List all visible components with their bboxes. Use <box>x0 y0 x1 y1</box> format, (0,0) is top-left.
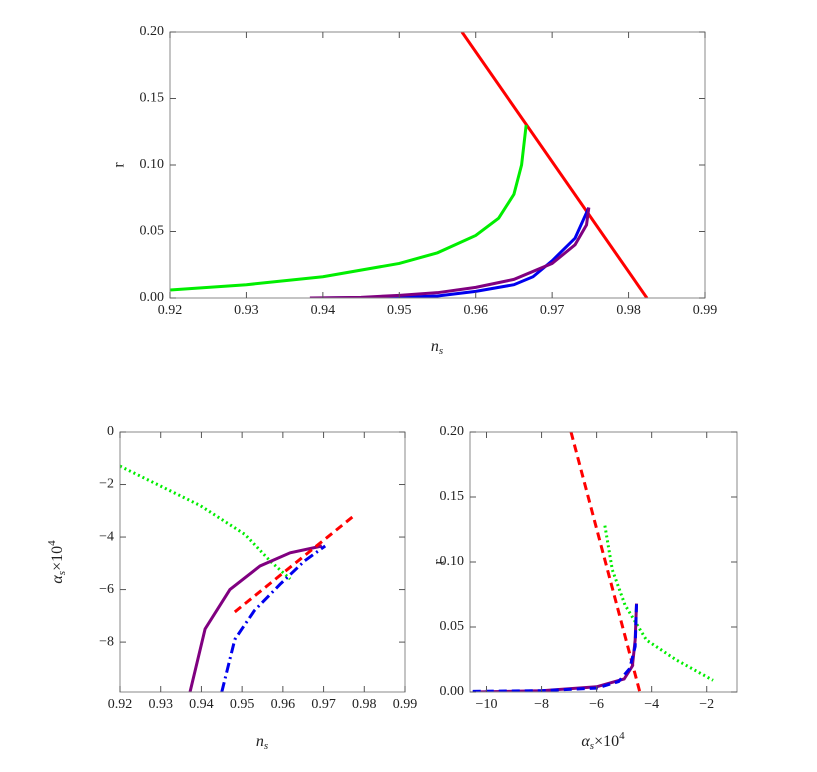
x-axis-label: ns <box>431 338 443 357</box>
x-axis-label: αs×104 <box>581 730 625 752</box>
x-tick-label: 0.99 <box>393 697 418 712</box>
y-tick-label: 0.05 <box>440 619 465 634</box>
y-axis-label: αs×104 <box>46 540 68 584</box>
x-tick-label: 0.92 <box>108 697 133 712</box>
x-tick-label: −10 <box>476 697 498 712</box>
series-line <box>569 432 642 692</box>
y-axis-label-rest: ×10 <box>49 546 66 571</box>
y-tick-label: 0.20 <box>440 424 465 439</box>
x-axis-label-subscript: s <box>439 345 443 357</box>
y-tick-label: −8 <box>99 634 114 649</box>
frame <box>169 31 706 299</box>
y-axis-label: r <box>111 162 128 168</box>
x-tick-label: 0.92 <box>158 303 183 318</box>
y-axis-label-superscript: 4 <box>46 540 58 546</box>
x-tick-label: 0.93 <box>234 303 259 318</box>
y-axis-label-text: α <box>49 575 66 584</box>
series-line <box>188 544 323 692</box>
x-axis-label-rest: ×10 <box>594 733 619 750</box>
x-tick-label: −6 <box>589 697 604 712</box>
x-tick-label: 0.95 <box>230 697 255 712</box>
y-tick-label: −2 <box>99 477 114 492</box>
series-line <box>603 525 714 682</box>
frame <box>119 431 406 693</box>
x-axis-label-superscript: 4 <box>619 730 625 742</box>
x-tick-label: 0.99 <box>693 303 718 318</box>
x-axis-label-text: n <box>256 733 264 750</box>
x-axis-label-text: α <box>581 733 590 750</box>
x-tick-label: −2 <box>699 697 714 712</box>
y-tick-label: 0 <box>107 424 114 439</box>
x-axis-label-subscript: s <box>590 740 594 752</box>
y-tick-label: 0.00 <box>440 684 465 699</box>
series-line <box>472 603 639 692</box>
x-tick-label: −8 <box>534 697 549 712</box>
y-tick-label: 0.10 <box>440 554 465 569</box>
y-axis-label: r <box>431 559 448 565</box>
x-tick-label: 0.94 <box>311 303 336 318</box>
y-tick-label: 0.20 <box>140 24 165 39</box>
series-line <box>233 513 356 614</box>
x-tick-label: 0.94 <box>189 697 214 712</box>
x-tick-label: 0.95 <box>387 303 412 318</box>
frame <box>469 431 738 693</box>
x-tick-label: 0.96 <box>271 697 296 712</box>
series-line <box>309 207 591 298</box>
y-tick-label: −6 <box>99 582 114 597</box>
y-tick-label: 0.10 <box>140 157 165 172</box>
series-line <box>220 544 327 692</box>
x-tick-label: 0.97 <box>311 697 336 712</box>
x-tick-label: 0.93 <box>148 697 173 712</box>
y-tick-label: 0.05 <box>140 224 165 239</box>
x-axis-label-text: n <box>431 338 439 355</box>
x-tick-label: 0.98 <box>616 303 641 318</box>
x-tick-label: 0.97 <box>540 303 565 318</box>
series-line <box>460 32 649 298</box>
y-tick-label: 0.15 <box>140 91 165 106</box>
series-line <box>120 464 292 581</box>
y-axis-label-subscript: s <box>56 571 68 575</box>
x-tick-label: −4 <box>644 697 659 712</box>
series-line <box>322 206 591 298</box>
series-line <box>472 603 639 692</box>
x-axis-label-subscript: s <box>264 740 268 752</box>
x-axis-label: ns <box>256 733 268 752</box>
y-tick-label: 0.15 <box>440 489 465 504</box>
series-line <box>170 124 528 292</box>
x-tick-label: 0.98 <box>352 697 377 712</box>
y-tick-label: −4 <box>99 529 114 544</box>
x-tick-label: 0.96 <box>463 303 488 318</box>
y-tick-label: 0.00 <box>140 290 165 305</box>
